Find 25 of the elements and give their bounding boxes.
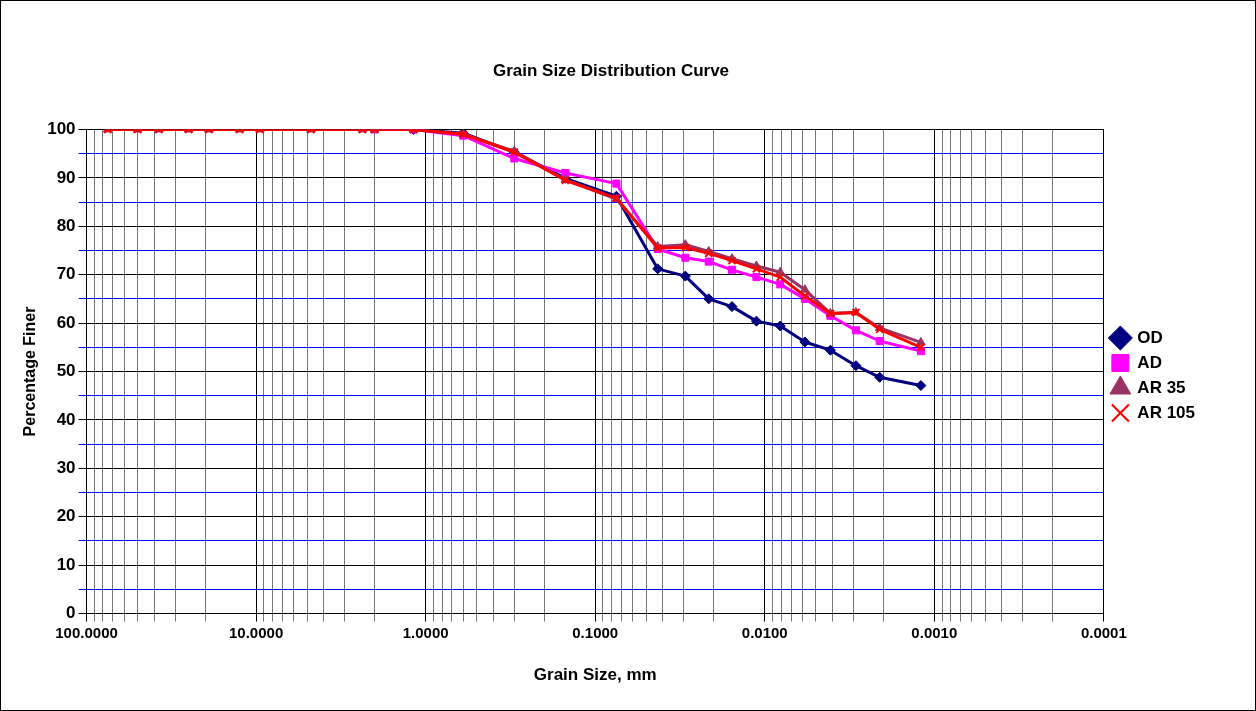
y-tick-label: 30 [56,458,76,478]
y-tick-label: 50 [56,361,76,381]
x-tick-label: 10.0000 [229,623,284,641]
y-tick-label: 10 [56,554,76,574]
x-tick-label: 0.0010 [911,623,958,641]
legend-label: AR 105 [1137,402,1195,422]
y-tick-label: 70 [56,264,76,284]
legend-label: AR 35 [1137,377,1186,397]
x-tick-label: 0.0001 [1080,623,1127,641]
x-axis-title: Grain Size, mm [533,665,657,685]
y-axis-title: Percentage Finer [21,306,39,437]
y-tick-label: 40 [56,409,76,429]
x-tick-label: 0.0100 [741,623,788,641]
x-tick-label: 1.0000 [402,623,449,641]
legend-label: OD [1137,327,1163,347]
y-tick-label: 20 [56,506,76,526]
y-tick-label: 80 [56,215,76,235]
x-tick-label: 0.1000 [572,623,619,641]
y-tick-label: 100 [47,119,76,139]
y-tick-label: 0 [66,603,76,623]
y-tick-label: 90 [56,167,76,187]
chart-title: Grain Size Distribution Curve [492,60,730,80]
x-tick-label: 100.0000 [55,623,118,641]
y-tick-label: 60 [56,312,76,332]
legend-label: AD [1137,352,1162,372]
